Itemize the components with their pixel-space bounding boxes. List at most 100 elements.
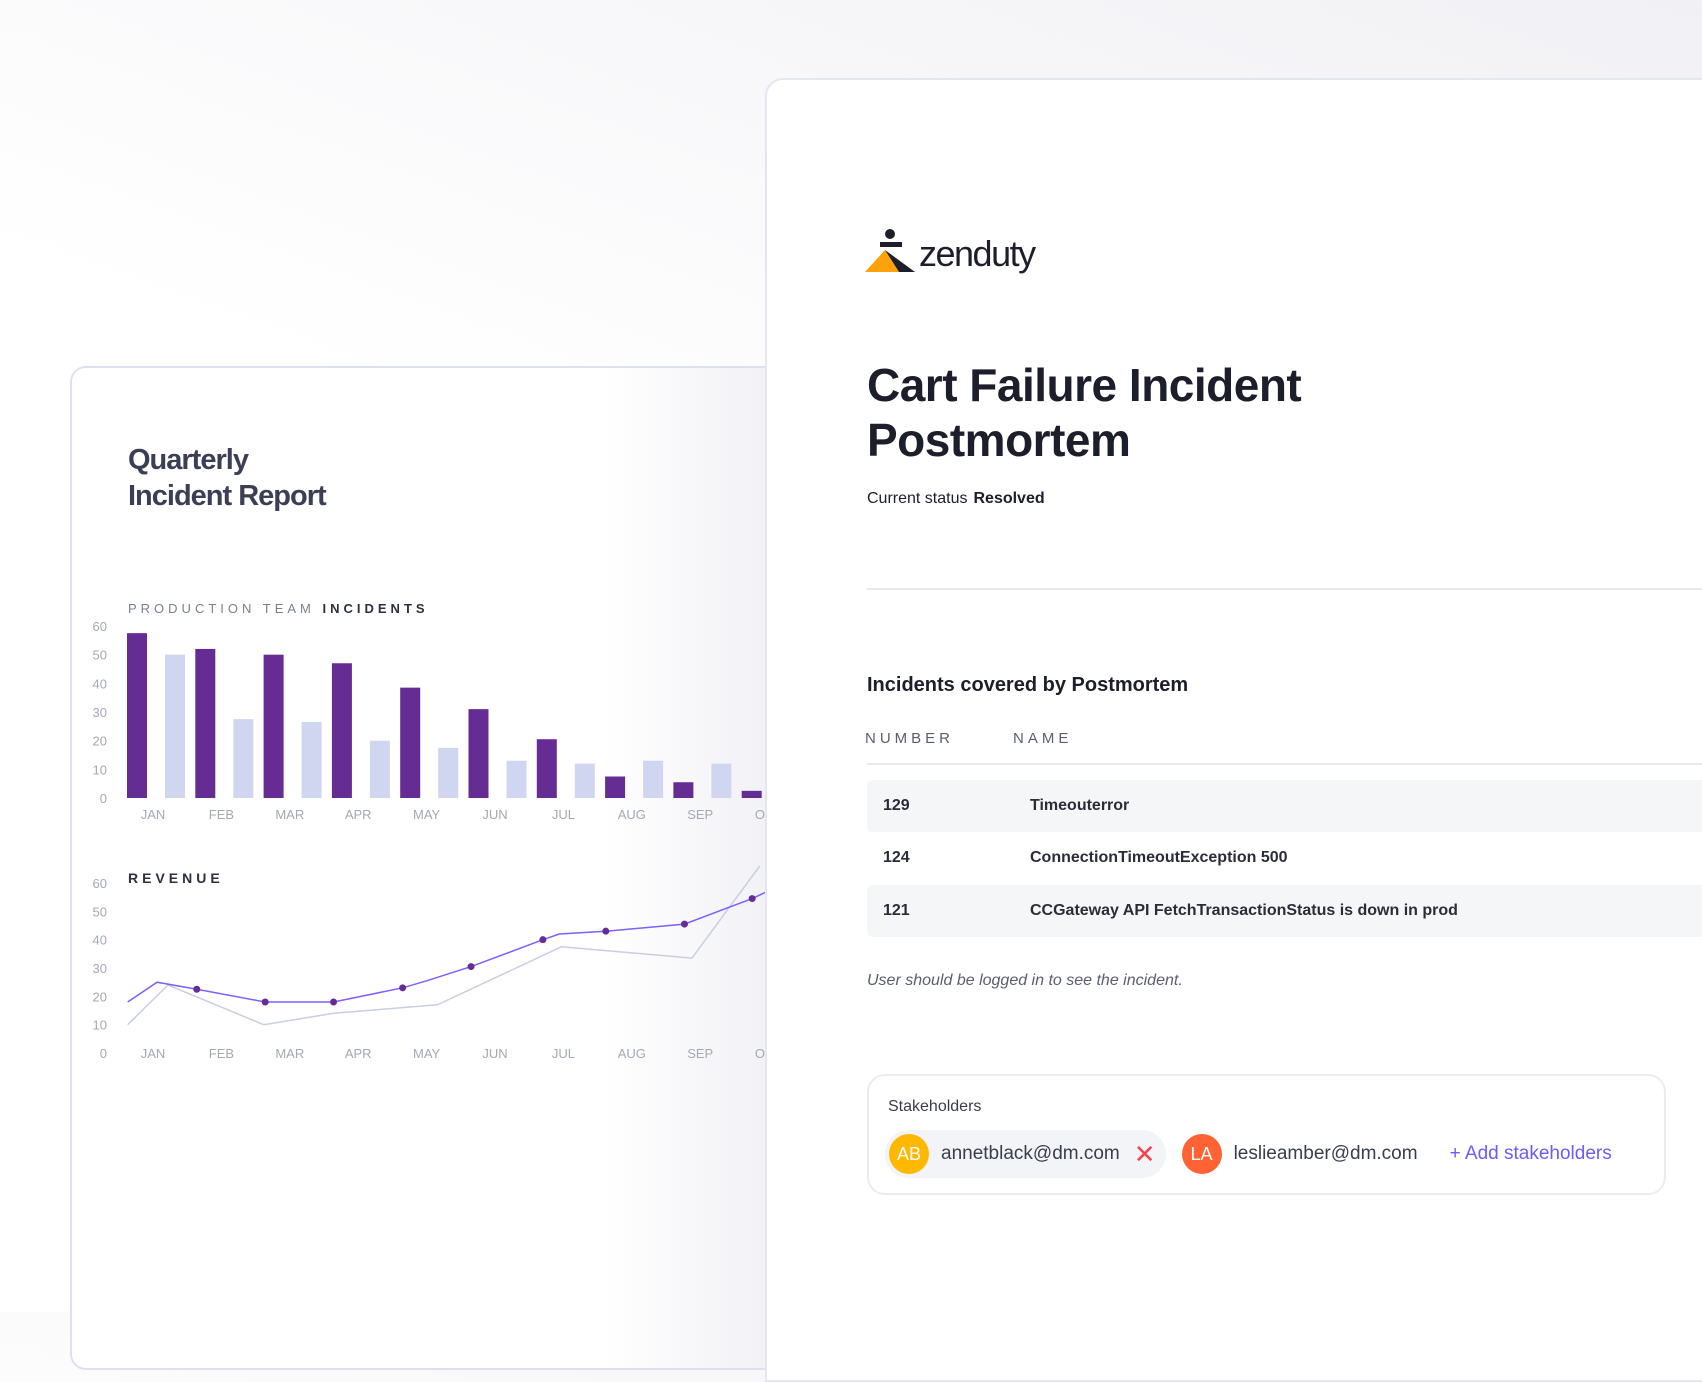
y-tick-label: 0 — [100, 1046, 107, 1061]
x-tick-label: APR — [345, 1046, 372, 1061]
page-title: Cart Failure Incident Postmortem — [867, 358, 1302, 468]
bar — [438, 747, 459, 798]
x-tick-label: FEB — [209, 807, 234, 822]
bar — [127, 633, 147, 798]
stakeholder-chip[interactable]: AB annetblack@dm.com ✕ — [885, 1130, 1166, 1178]
header-divider — [867, 763, 1702, 765]
bar — [468, 709, 489, 798]
bar — [369, 740, 390, 798]
incident-name[interactable]: ConnectionTimeoutException 500 — [1030, 849, 1288, 866]
bar — [711, 763, 732, 798]
current-status: Current status Resolved — [867, 490, 1045, 508]
y-tick-label: 20 — [93, 734, 107, 749]
x-tick-label: JUL — [552, 1046, 575, 1061]
x-tick-label: SEP — [687, 807, 713, 822]
charts: PRODUCTION TEAM INCIDENTS 0 10 20 30 40 50 60 JA… — [93, 601, 783, 1061]
avatar: AB — [889, 1134, 929, 1174]
quarterly-report-card — [70, 366, 834, 1370]
x-tick-label: MAR — [275, 807, 304, 822]
logo-text: zenduty — [919, 233, 1036, 274]
bar — [506, 760, 527, 798]
y-tick-label: 0 — [100, 791, 107, 806]
data-point — [602, 927, 610, 935]
stakeholder-email: annetblack@dm.com — [941, 1143, 1120, 1164]
data-point — [399, 984, 407, 992]
bar — [233, 719, 254, 798]
bar — [605, 776, 626, 798]
stakeholders-label: Stakeholders — [888, 1098, 982, 1115]
bar — [574, 763, 595, 798]
divider — [867, 588, 1702, 590]
bar — [301, 722, 322, 798]
table-row[interactable]: 121 CCGateway API FetchTransactionStatus… — [867, 885, 1702, 937]
data-point — [680, 920, 688, 928]
close-icon[interactable]: ✕ — [1133, 1139, 1156, 1169]
y-tick-label: 50 — [93, 648, 107, 663]
x-tick-label: JUL — [552, 807, 575, 822]
x-tick-label: JUN — [482, 807, 507, 822]
data-point — [467, 963, 475, 971]
x-tick-label: FEB — [209, 1046, 234, 1061]
data-point — [261, 998, 269, 1006]
stakeholder-chip[interactable]: LA leslieamber@dm.com — [1178, 1130, 1428, 1178]
data-point — [748, 895, 756, 903]
table-row[interactable]: 129 Timeouterror — [867, 780, 1702, 832]
bar — [643, 760, 664, 798]
x-tick-label: MAY — [413, 1046, 441, 1061]
series-line — [127, 890, 768, 1003]
incident-number: 124 — [883, 849, 910, 866]
incidents-heading: Incidents covered by Postmortem — [867, 674, 1189, 696]
y-tick-label: 60 — [93, 619, 107, 634]
data-point — [330, 998, 338, 1006]
incident-name[interactable]: Timeouterror — [1030, 797, 1130, 814]
bar — [195, 648, 216, 798]
x-tick-label: MAY — [413, 807, 441, 822]
bar — [331, 663, 352, 798]
chart-title: PRODUCTION TEAM INCIDENTS — [128, 601, 429, 616]
x-tick-label: SEP — [687, 1046, 713, 1061]
y-tick-label: 40 — [93, 933, 107, 948]
x-tick-label: APR — [345, 807, 372, 822]
bar — [741, 790, 762, 798]
incident-number: 121 — [883, 902, 910, 919]
x-tick-label: AUG — [618, 1046, 646, 1061]
y-tick-label: 60 — [93, 876, 107, 891]
login-note: User should be logged in to see the inci… — [867, 972, 1183, 989]
report-title-line: Incident Report — [128, 480, 327, 512]
column-header-name: NAME — [1013, 730, 1073, 747]
table-row[interactable]: 124 ConnectionTimeoutException 500 — [867, 832, 1702, 884]
status-label: Current status — [867, 490, 968, 507]
report-title-line: Quarterly — [128, 444, 249, 476]
stakeholder-email: leslieamber@dm.com — [1233, 1143, 1418, 1164]
x-tick-label: JUN — [482, 1046, 507, 1061]
bar — [165, 654, 185, 798]
incident-name[interactable]: CCGateway API FetchTransactionStatus is … — [1030, 902, 1458, 919]
incident-number: 129 — [883, 797, 910, 814]
add-stakeholders-button[interactable]: + Add stakeholders — [1449, 1143, 1612, 1164]
y-tick-label: 10 — [93, 1018, 107, 1033]
bar — [673, 782, 694, 798]
column-header-number: NUMBER — [865, 730, 955, 747]
x-tick-label: AUG — [618, 807, 646, 822]
zenduty-logo: zenduty — [865, 229, 1038, 274]
status-value: Resolved — [973, 490, 1045, 507]
postmortem-card: zenduty Cart Failure Incident Postmortem… — [765, 78, 1702, 1382]
y-tick-label: 10 — [93, 762, 107, 777]
avatar: LA — [1181, 1134, 1222, 1174]
y-tick-label: 20 — [93, 989, 107, 1004]
chart-title: REVENUE — [128, 870, 224, 886]
data-point — [193, 985, 201, 993]
y-tick-label: 50 — [93, 904, 107, 919]
data-point — [539, 936, 547, 944]
report-title: Quarterly Incident Report — [128, 442, 327, 514]
y-tick-label: 40 — [93, 676, 107, 691]
y-tick-label: 30 — [93, 961, 107, 976]
series-line — [127, 865, 761, 1026]
bar — [536, 739, 557, 798]
title-line: Postmortem — [867, 414, 1131, 466]
stakeholders-box: Stakeholders AB annetblack@dm.com ✕ LA l… — [867, 1074, 1666, 1195]
x-tick-label: JAN — [141, 1046, 166, 1061]
x-tick-label: JAN — [141, 807, 166, 822]
title-line: Cart Failure Incident — [867, 359, 1302, 411]
y-tick-label: 30 — [93, 705, 107, 720]
